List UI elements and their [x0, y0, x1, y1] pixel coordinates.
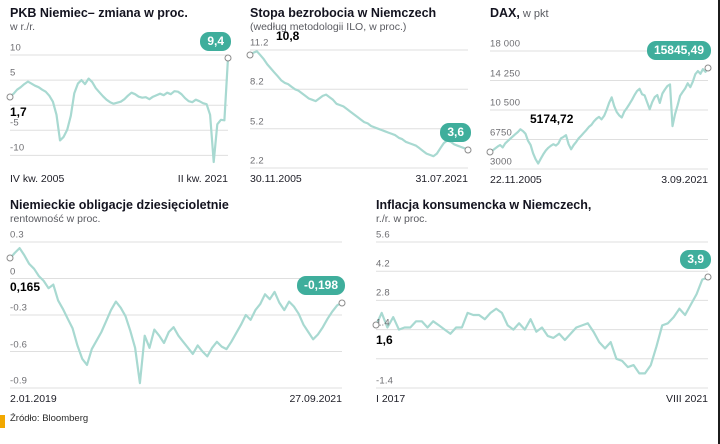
data-point-marker [464, 146, 472, 154]
x-axis-end-label: II kw. 2021 [177, 173, 228, 185]
y-tick-label: 1.4 [376, 317, 390, 329]
plot-area: 1,6 3,9 5.6 4.2 2.8 1.4 -1.4 [372, 230, 712, 389]
start-value-label: 1,6 [376, 333, 393, 348]
y-tick-label: 0 [10, 266, 16, 278]
x-axis-end-label: 27.09.2021 [289, 393, 342, 405]
accent-mark [0, 415, 5, 428]
x-axis: 2.01.2019 27.09.2021 [10, 393, 342, 405]
plot-area: 0,165 -0,198 0.3 0 -0.3 -0.6 -0.9 [6, 230, 346, 389]
x-axis-start-label: 30.11.2005 [250, 173, 302, 185]
plot-area: 5174,72 15845,49 18 000 14 250 10 500 6750 3… [486, 39, 712, 170]
y-tick-label: 10 500 [490, 97, 521, 109]
x-axis: 22.11.2005 3.09.2021 [490, 174, 708, 186]
x-axis: I 2017 VIII 2021 [376, 393, 708, 405]
y-tick-label: 0.3 [10, 229, 24, 241]
source-note: Źródło: Bloomberg [10, 413, 89, 424]
bottom-row: Niemieckie obligacje dziesięcioletnie re… [6, 198, 712, 405]
start-value-label: 10,8 [276, 29, 300, 44]
end-value-badge: 9,4 [200, 32, 231, 51]
start-value-label: 0,165 [10, 280, 41, 295]
start-value-label: 1,7 [10, 104, 27, 119]
chart-unemployment-germany: Stopa bezrobocia w Niemczech (według met… [246, 6, 472, 186]
chart-gdp-germany: PKB Niemiec– zmiana w proc. w r./r. 1,7 … [6, 6, 232, 186]
y-tick-label: -0.3 [10, 302, 28, 314]
line-series [488, 50, 710, 170]
chart-subtitle: r./r. w proc. [376, 213, 428, 225]
x-axis: IV kw. 2005 II kw. 2021 [10, 173, 228, 185]
data-point-marker [704, 273, 712, 281]
y-tick-label: 2.2 [250, 155, 264, 167]
x-axis-end-label: 31.07.2021 [415, 173, 468, 185]
charts-panel: PKB Niemiec– zmiana w proc. w r./r. 1,7 … [6, 6, 712, 424]
chart-title: PKB Niemiec– zmiana w proc. [10, 6, 188, 20]
y-tick-label: 4.2 [376, 258, 390, 270]
y-tick-label: 3000 [490, 156, 512, 168]
plot-area: 10,8 3,6 11.2 8.2 5.2 2.2 [246, 29, 472, 169]
y-tick-label: 10 [10, 42, 21, 54]
chart-dax: DAX, w pkt 5174,72 15845,49 18 000 14 250… [486, 6, 712, 186]
data-point-marker [338, 299, 346, 307]
y-tick-label: -1.4 [376, 375, 394, 387]
x-axis-start-label: 22.11.2005 [490, 174, 542, 186]
chart-subtitle: w pkt [519, 8, 549, 20]
line-series [248, 49, 470, 169]
y-tick-label: 14 250 [490, 68, 521, 80]
plot-area: 1,7 9,4 10 5 -5 -10 [6, 32, 232, 168]
chart-title: Niemieckie obligacje dziesięcioletnie [10, 198, 229, 212]
line-series [8, 54, 230, 164]
y-tick-label: -5 [10, 117, 19, 129]
end-value-badge: 15845,49 [646, 40, 711, 60]
y-tick-label: 18 000 [490, 38, 521, 50]
data-point-marker [224, 54, 232, 62]
data-point-marker [6, 93, 14, 101]
line-series [374, 241, 710, 389]
x-axis-start-label: 2.01.2019 [10, 393, 57, 405]
chart-title: DAX, w pkt [490, 6, 708, 22]
x-axis-end-label: 3.09.2021 [661, 174, 708, 186]
chart-title: Inflacja konsumencka w Niemczech, [376, 198, 592, 212]
data-point-marker [486, 148, 494, 156]
data-point-marker [6, 254, 14, 262]
x-axis: 30.11.2005 31.07.2021 [250, 173, 468, 185]
line-series [8, 241, 344, 389]
chart-cpi-germany: Inflacja konsumencka w Niemczech, r./r. … [372, 198, 712, 405]
x-axis-start-label: I 2017 [376, 393, 406, 405]
chart-subtitle: rentowność w proc. [10, 213, 101, 225]
y-tick-label: 8.2 [250, 76, 264, 88]
x-axis-end-label: VIII 2021 [665, 393, 708, 405]
data-point-marker [372, 321, 380, 329]
end-value-badge: 3,9 [680, 250, 711, 270]
y-tick-label: 5.6 [376, 229, 390, 241]
end-value-badge: 3,6 [440, 122, 471, 142]
chart-subtitle: (według metodologii ILO, w proc.) [250, 21, 407, 33]
y-tick-label: -0.6 [10, 339, 28, 351]
chart-title: Stopa bezrobocia w Niemczech [250, 6, 437, 20]
x-axis-start-label: IV kw. 2005 [10, 173, 65, 185]
y-tick-label: 6750 [490, 127, 512, 139]
y-tick-label: -0.9 [10, 375, 28, 387]
end-value-badge: -0,198 [296, 275, 345, 295]
y-tick-label: -10 [10, 143, 25, 155]
data-point-marker [246, 51, 254, 59]
chart-bund-yield: Niemieckie obligacje dziesięcioletnie re… [6, 198, 346, 405]
y-tick-label: 11.2 [250, 37, 269, 49]
start-value-label: 5174,72 [530, 111, 574, 126]
data-point-marker [704, 64, 712, 72]
chart-subtitle: w r./r. [10, 21, 36, 33]
y-tick-label: 2.8 [376, 288, 390, 300]
chart-title-text: DAX, [490, 6, 520, 20]
y-tick-label: 5 [10, 67, 16, 79]
y-tick-label: 5.2 [250, 116, 264, 128]
top-row: PKB Niemiec– zmiana w proc. w r./r. 1,7 … [6, 6, 712, 186]
